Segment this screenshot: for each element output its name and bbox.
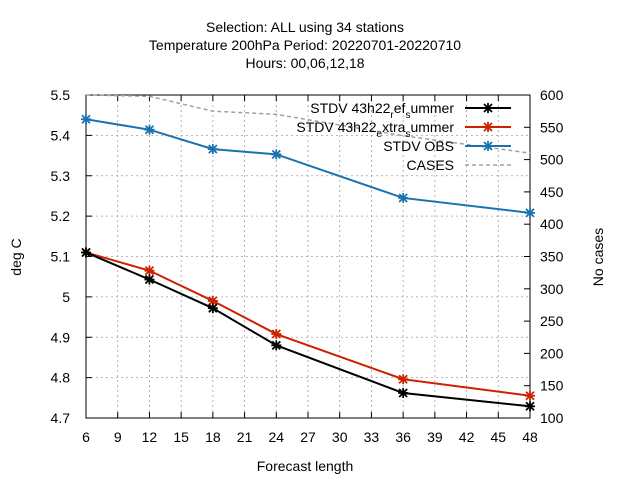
legend-item: STDV OBS [383, 138, 511, 154]
data-point [525, 390, 535, 401]
y-tick-label: 4.8 [51, 370, 71, 386]
series-stdv-43h22-ref-summer [81, 247, 535, 412]
axis-ticks: 6 9 12 15 18 21 24 27 30 33 36 39 42 45 48 4.7 4.8 4.9 5 5.… [51, 87, 564, 445]
data-point [525, 401, 535, 412]
x-tick-label: 30 [332, 429, 348, 445]
data-point [144, 265, 155, 276]
data-point [144, 124, 155, 135]
series-cases [85, 94, 531, 154]
y2-tick-label: 200 [540, 345, 564, 361]
y-tick-label: 5.1 [51, 249, 71, 265]
x-tick-label: 45 [490, 429, 506, 445]
y-axis-label: deg C [8, 238, 24, 275]
legend-item: STDV 43h22refsummer [310, 100, 511, 121]
legend-label: STDV 43h22refsummer [310, 100, 454, 121]
series-stdv-obs [81, 114, 535, 218]
chart-title: Selection: ALL using 34 stations Temperat… [149, 19, 461, 71]
y2-tick-label: 600 [540, 87, 564, 103]
x-tick-label: 36 [395, 429, 411, 445]
x-axis-label: Forecast length [257, 458, 354, 474]
x-tick-label: 6 [82, 429, 90, 445]
x-tick-label: 42 [459, 429, 475, 445]
x-tick-label: 27 [300, 429, 316, 445]
y-tick-label: 5.3 [51, 168, 71, 184]
data-point [207, 303, 218, 314]
data-point [398, 374, 409, 385]
x-tick-label: 9 [114, 429, 122, 445]
y2-tick-label: 400 [540, 216, 564, 232]
data-point [81, 247, 91, 258]
series-line [85, 251, 531, 397]
data-point [271, 149, 282, 160]
x-tick-label: 24 [268, 429, 284, 445]
data-point [271, 340, 282, 351]
data-point [207, 144, 218, 155]
data-point [525, 207, 535, 218]
series-line [85, 94, 531, 154]
data-point [81, 114, 91, 125]
data-point [398, 192, 409, 203]
data-point [271, 329, 282, 340]
y2-tick-label: 450 [540, 184, 564, 200]
y2-tick-label: 100 [540, 410, 564, 426]
legend-label: STDV OBS [383, 138, 454, 154]
x-tick-label: 21 [237, 429, 253, 445]
x-tick-label: 33 [364, 429, 380, 445]
legend-label: CASES [407, 157, 454, 173]
title-line: Temperature 200hPa Period: 20220701-2022… [149, 37, 461, 53]
legend-item: CASES [407, 157, 511, 173]
y-tick-label: 5.5 [51, 87, 71, 103]
y2-tick-label: 500 [540, 152, 564, 168]
data-point [144, 274, 155, 285]
legend-label: STDV 43h22extrasummer [296, 119, 454, 140]
y2-tick-label: 150 [540, 378, 564, 394]
y-tick-label: 5.2 [51, 208, 71, 224]
data-point [207, 295, 218, 306]
y-tick-label: 4.9 [51, 329, 71, 345]
x-tick-label: 39 [427, 429, 443, 445]
y2-tick-label: 300 [540, 281, 564, 297]
series-line [85, 251, 531, 408]
x-tick-label: 48 [522, 429, 538, 445]
y2-tick-label: 550 [540, 119, 564, 135]
x-tick-label: 12 [142, 429, 158, 445]
data-point [398, 387, 409, 398]
y-tick-label: 5.4 [51, 127, 71, 143]
y2-axis-label: No cases [590, 228, 606, 286]
x-tick-label: 18 [205, 429, 221, 445]
title-line: Selection: ALL using 34 stations [206, 19, 404, 35]
y2-tick-label: 350 [540, 249, 564, 265]
series-group [81, 94, 535, 412]
legend-item: STDV 43h22extrasummer [296, 119, 511, 140]
y-tick-label: 5 [62, 289, 70, 305]
series-line [85, 118, 531, 214]
y2-tick-label: 250 [540, 313, 564, 329]
title-line: Hours: 00,06,12,18 [245, 55, 364, 71]
x-tick-label: 15 [173, 429, 189, 445]
grid [86, 95, 530, 418]
y-tick-label: 4.7 [51, 410, 71, 426]
